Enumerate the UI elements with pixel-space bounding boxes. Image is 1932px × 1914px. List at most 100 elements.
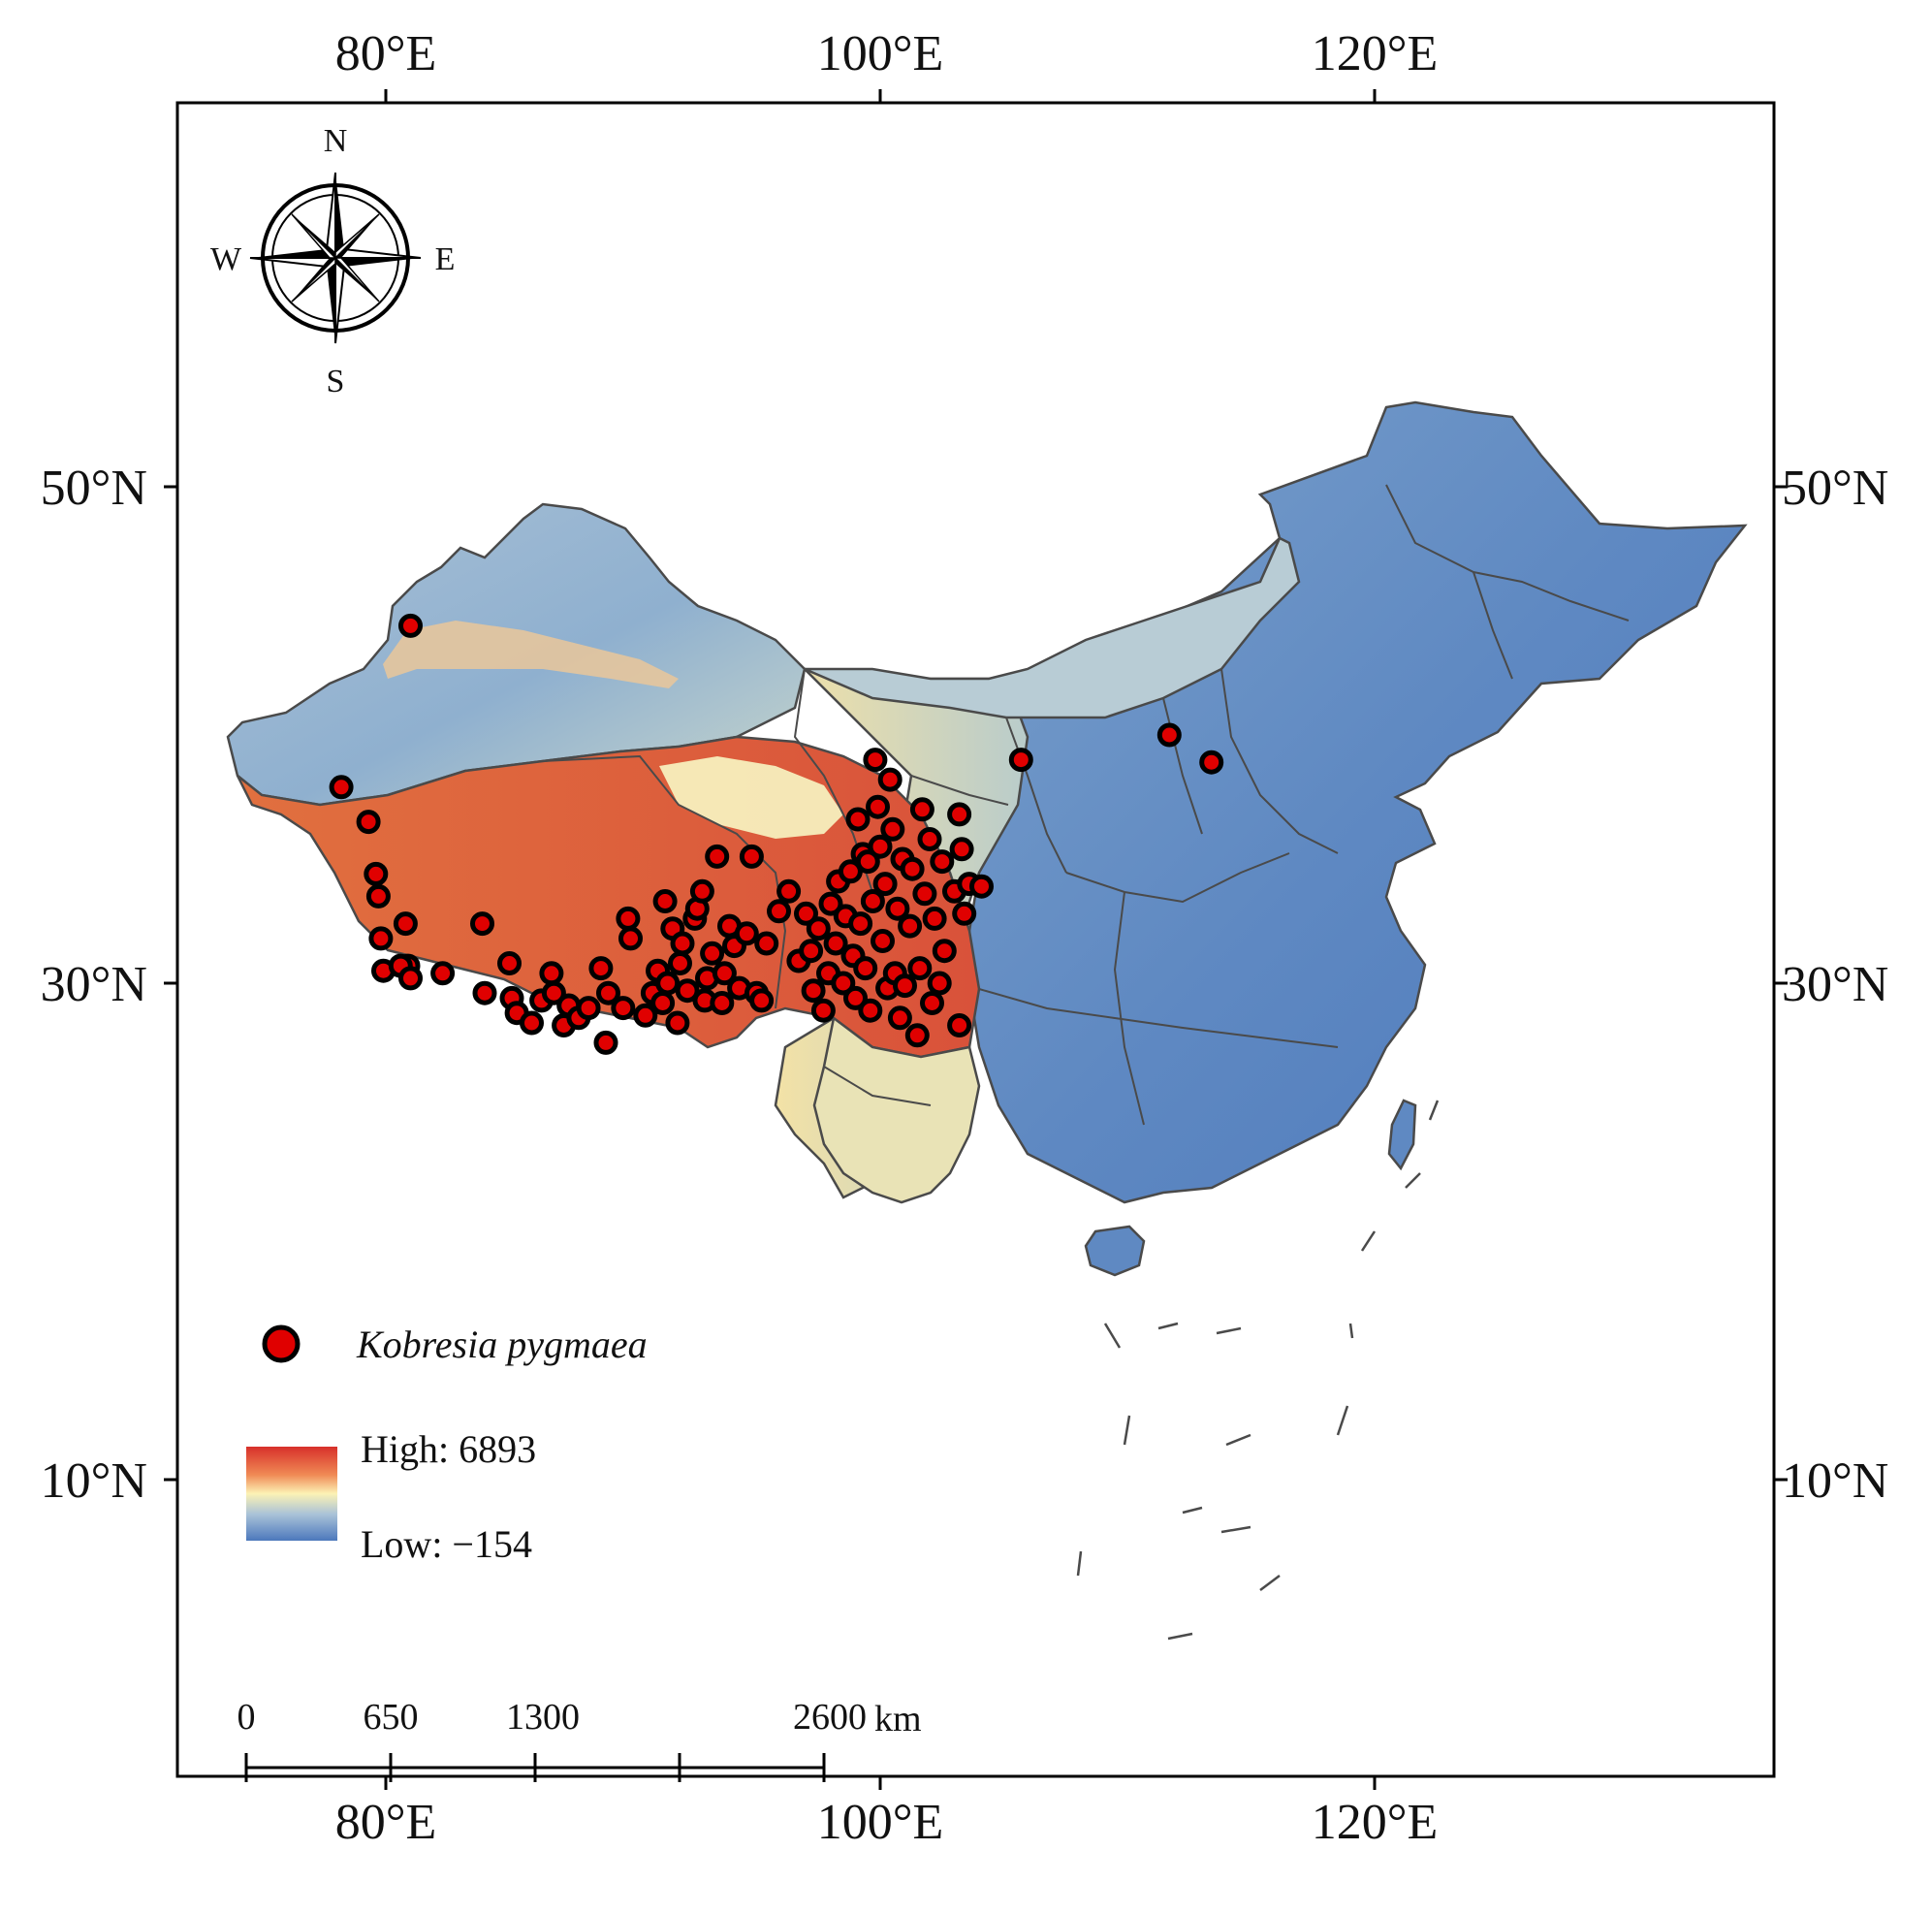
occurrence-point [920,991,944,1015]
graticule-axes: 80°E 80°E 100°E 100°E 120°E 120°E 50°N 50°N 30°N… [41,26,1889,1850]
occurrence-point [675,978,700,1004]
occurrence-point [843,985,868,1010]
occurrence-point [927,971,952,996]
south-china-sea-islands [1076,1100,1440,1641]
occurrence-point [818,891,843,916]
occurrence-point [885,896,910,921]
occurrence-point [776,878,802,904]
lat-label-left: 30°N [41,957,147,1012]
occurrence-point [398,966,423,991]
occurrence-point [917,827,942,851]
occurrence-point [909,797,934,822]
occurrence-point [893,973,917,999]
occurrence-point [665,1010,690,1036]
occurrence-point [541,980,566,1005]
lon-label-bottom: 100°E [817,1795,944,1850]
occurrence-point [689,878,714,904]
occurrence-point [904,1023,930,1048]
occurrence-point [947,802,972,827]
elevation-raster [226,400,1748,1277]
occurrence-point [799,939,824,964]
legend-color-ramp [246,1447,337,1541]
lon-label-bottom: 80°E [335,1795,437,1850]
occurrence-point [734,921,759,946]
lon-label-top: 80°E [335,26,437,81]
occurrence-point [616,906,641,931]
occurrence-point [868,834,893,859]
occurrence-point [754,931,779,956]
occurrence-point [853,956,878,981]
occurrence-point [1008,748,1033,773]
occurrence-point [398,613,423,638]
occurrence-point [576,996,601,1021]
occurrence-point [472,980,497,1005]
land-southwest [812,1015,981,1204]
occurrence-point [806,916,831,941]
lon-label-bottom: 120°E [1312,1795,1439,1850]
compass-south-label: S [327,364,345,399]
occurrence-point [739,844,764,869]
occurrence-point [801,978,826,1004]
compass-rose: N S E W [210,123,455,399]
occurrence-point [365,883,391,909]
legend-point-symbol [262,1324,301,1363]
occurrence-point [705,844,730,869]
occurrence-point [838,859,863,884]
lon-label-top: 120°E [1312,26,1439,81]
scale-label-0: 0 [238,1697,256,1738]
occurrence-point [520,1010,544,1036]
scale-bar: 0 650 1300 2600 km [238,1697,922,1782]
occurrence-point [887,1005,912,1031]
lat-label-left: 10°N [41,1453,147,1509]
lat-label-right: 50°N [1782,461,1888,516]
occurrence-point [863,748,888,773]
occurrence-point [588,956,614,981]
lat-label-right: 30°N [1782,957,1888,1012]
occurrence-point [860,889,885,913]
occurrence-point [858,998,883,1023]
occurrence-point [877,767,903,792]
occurrence-point [866,794,890,819]
compass-east-label: E [435,241,456,277]
occurrence-point [430,961,456,986]
occurrence-point [393,911,418,937]
occurrence-point [932,939,957,964]
legend-species-label: Kobresia pygmaea [356,1323,648,1366]
land-hainan [1084,1225,1146,1277]
occurrence-point [652,889,678,913]
compass-star-icon [249,172,422,344]
occurrence-point [712,961,737,986]
land-east-china [967,400,1748,1204]
occurrence-point [930,849,955,875]
scale-label-2600: 2600 [793,1697,867,1738]
occurrence-point [907,956,933,981]
occurrence-point [831,971,856,996]
occurrence-point [364,861,389,886]
province-boundaries [542,484,1630,1126]
legend-low-label: Low: −154 [361,1522,532,1566]
occurrence-point [880,816,905,842]
occurrence-point [700,941,725,966]
occurrence-point [655,971,681,996]
occurrence-point [969,874,994,899]
occurrence-point [794,901,818,926]
occurrence-point [668,951,692,975]
occurrence-point [356,810,381,835]
occurrence-point [912,881,937,907]
map-legend: Kobresia pygmaea High: 6893 Low: −154 [246,1323,648,1566]
lat-label-right: 10°N [1782,1453,1888,1509]
occurrence-point [670,931,695,956]
occurrence-point [497,951,522,975]
compass-north-label: N [324,123,348,159]
occurrence-point [596,980,620,1005]
lat-label-left: 50°N [41,461,147,516]
occurrence-point [898,913,923,939]
occurrence-point [710,991,735,1015]
lon-label-top: 100°E [817,26,944,81]
scale-unit: km [874,1699,922,1739]
land-tianshan [383,621,679,688]
occurrence-points [329,613,1224,1055]
occurrence-point [749,988,775,1013]
occurrence-point [1199,750,1224,775]
